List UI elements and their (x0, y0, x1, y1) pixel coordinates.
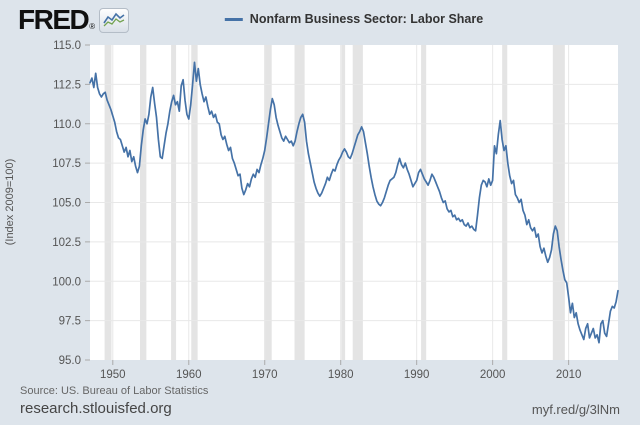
svg-text:95.0: 95.0 (59, 355, 81, 367)
svg-text:97.5: 97.5 (59, 316, 81, 328)
source-note: Source: US. Bureau of Labor Statistics (20, 385, 209, 397)
svg-text:107.5: 107.5 (52, 158, 81, 170)
gridlines (90, 45, 618, 360)
svg-text:2000: 2000 (480, 369, 506, 381)
fred-logo[interactable]: FRED ® (18, 4, 130, 35)
x-axis-labels: 1950 1960 1970 1980 1990 2000 2010 (100, 369, 581, 381)
legend-label: Nonfarm Business Sector: Labor Share (249, 12, 484, 26)
registered-trademark: ® (89, 22, 96, 31)
research-stlouisfed-link[interactable]: research.stlouisfed.org (20, 400, 172, 417)
svg-text:1980: 1980 (328, 369, 354, 381)
svg-text:2010: 2010 (556, 369, 582, 381)
legend-line-swatch (224, 17, 243, 21)
svg-text:1990: 1990 (404, 369, 430, 381)
legend[interactable]: Nonfarm Business Sector: Labor Share (224, 12, 484, 26)
svg-text:1970: 1970 (252, 369, 278, 381)
svg-text:110.0: 110.0 (53, 119, 81, 131)
svg-text:105.0: 105.0 (52, 198, 81, 210)
svg-text:1950: 1950 (100, 369, 126, 381)
svg-text:100.0: 100.0 (52, 276, 81, 288)
y-axis-labels: 95.0 97.5 100.0 102.5 105.0 107.5 110.0 112.5 11… (52, 40, 81, 367)
svg-text:1960: 1960 (176, 369, 202, 381)
labor-share-line (89, 61, 619, 344)
svg-text:112.5: 112.5 (53, 79, 81, 91)
svg-text:102.5: 102.5 (52, 237, 81, 249)
axis-ticks (85, 44, 570, 365)
short-url-link[interactable]: myf.red/g/3lNm (531, 402, 620, 417)
fred-logo-text: FRED (18, 4, 90, 35)
svg-text:115.0: 115.0 (53, 40, 81, 52)
fred-chart-icon (99, 7, 130, 33)
